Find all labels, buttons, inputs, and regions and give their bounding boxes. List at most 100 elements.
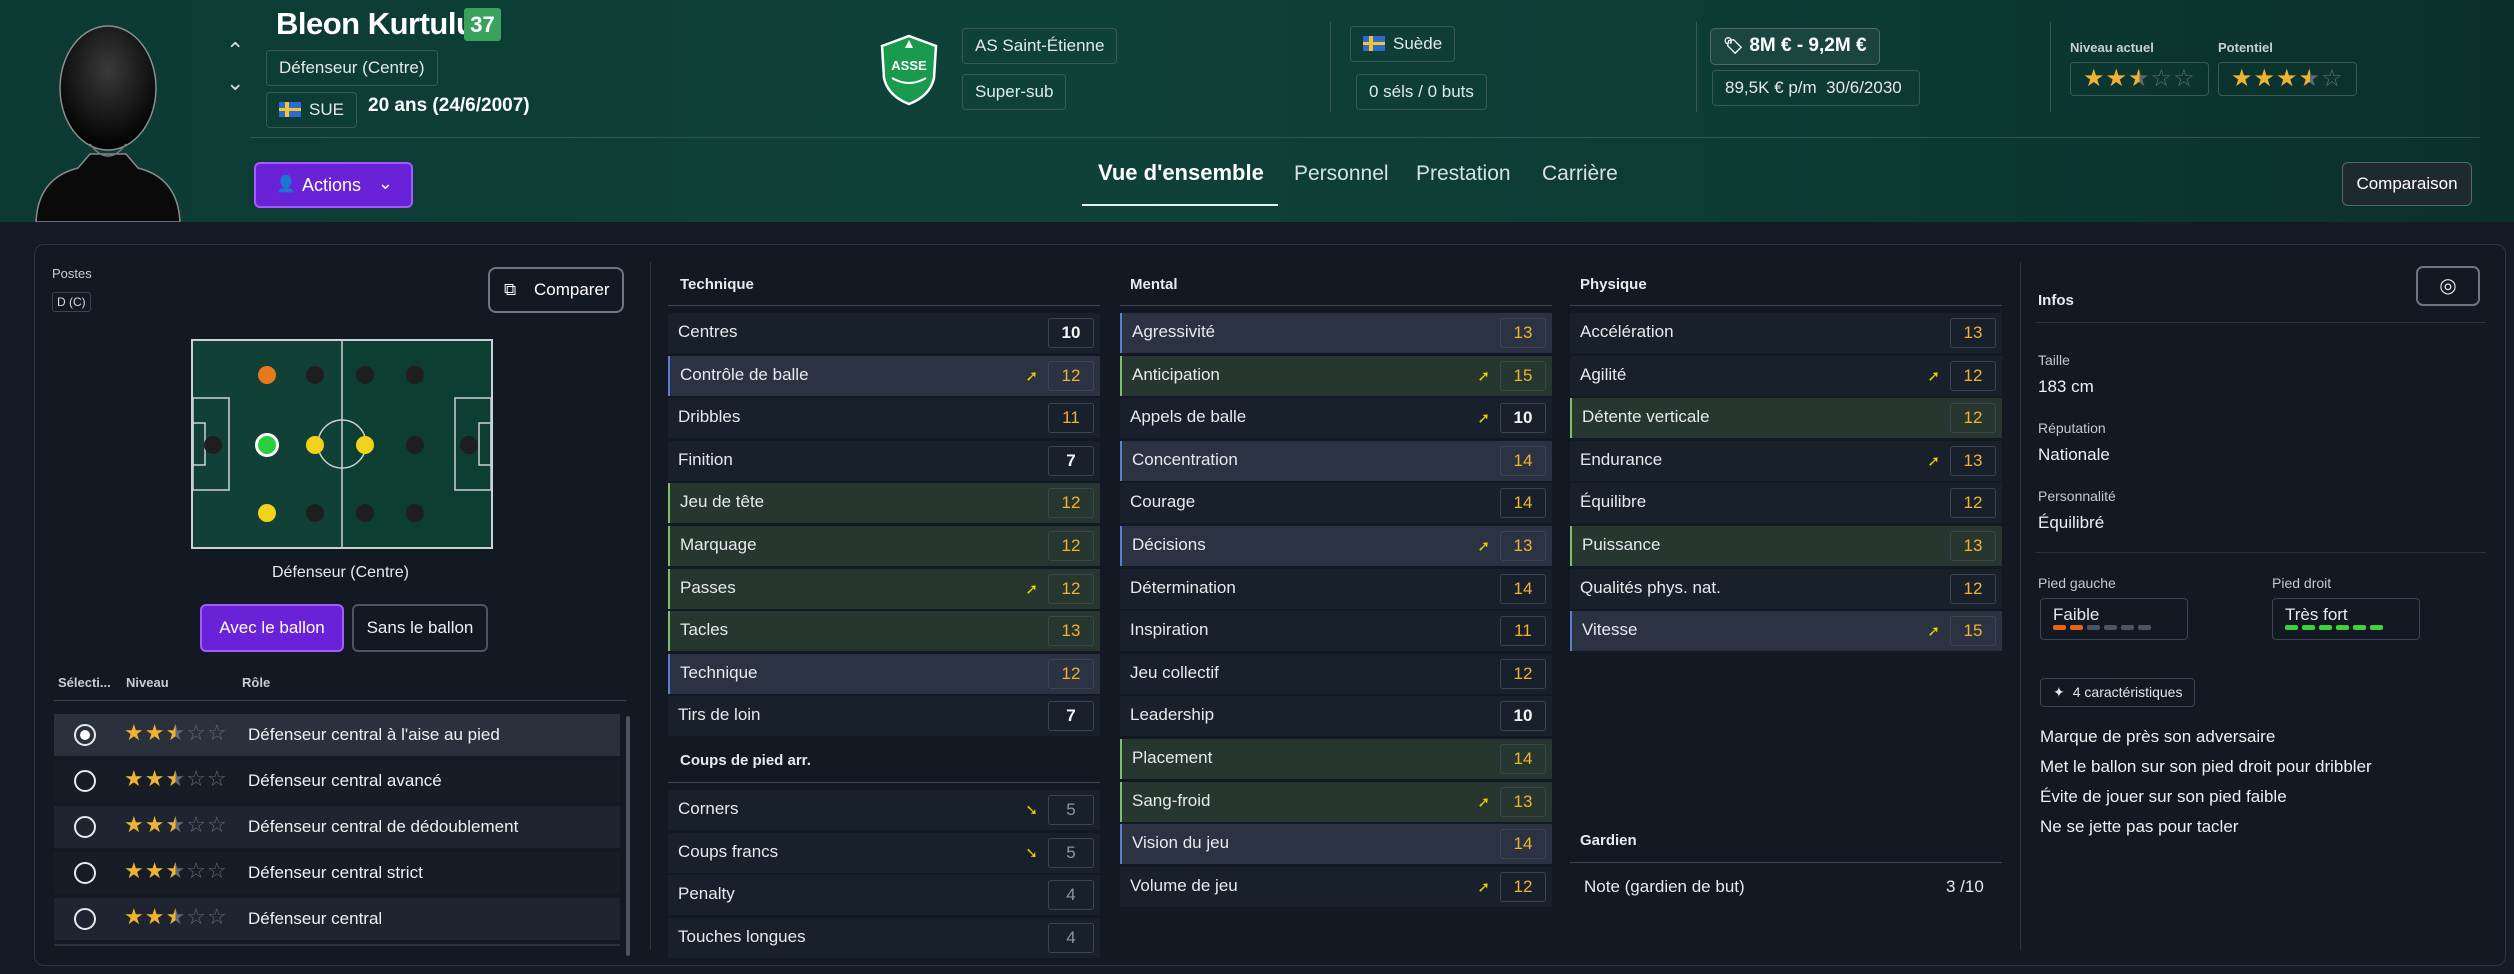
with-ball-toggle[interactable]: Avec le ballon <box>200 604 344 652</box>
position-marker[interactable] <box>258 366 276 384</box>
attribute-row[interactable]: Appels de balle 10 ➚ <box>1120 398 1552 439</box>
section-line <box>668 782 1100 783</box>
header-divider <box>1696 22 1697 112</box>
attribute-row[interactable]: Inspiration 11 <box>1120 611 1552 652</box>
role-name: Défenseur central avancé <box>248 771 442 790</box>
role-radio[interactable] <box>74 724 96 746</box>
club-crest-icon[interactable]: ASSE <box>878 34 940 106</box>
current-position-marker[interactable] <box>255 433 279 457</box>
foot-meter-segment <box>2070 625 2083 630</box>
level-column-header[interactable]: Niveau <box>126 675 169 690</box>
role-row[interactable]: ★★★☆☆ Défenseur central <box>54 898 620 940</box>
actions-button[interactable]: 👤 Actions ⌄ <box>254 162 413 208</box>
star-full-icon: ★ <box>144 812 166 837</box>
position-marker[interactable] <box>460 436 478 454</box>
tab-career[interactable]: Carrière <box>1542 162 1618 185</box>
role-radio[interactable] <box>74 908 96 930</box>
position-marker[interactable] <box>204 436 222 454</box>
person-icon: 👤 <box>276 176 296 193</box>
foot-meter-segment <box>2285 625 2298 630</box>
attribute-row[interactable]: Leadership 10 <box>1120 696 1552 737</box>
transfer-value: 🏷 8M € - 9,2M € <box>1710 28 1880 65</box>
attribute-row[interactable]: Jeu de tête 12 <box>668 483 1100 524</box>
position-marker[interactable] <box>356 366 374 384</box>
attribute-row[interactable]: Dribbles 11 <box>668 398 1100 439</box>
attribute-row[interactable]: Technique 12 <box>668 653 1100 694</box>
role-radio[interactable] <box>74 816 96 838</box>
attribute-row[interactable]: Volume de jeu 12 ➚ <box>1120 866 1552 907</box>
attribute-row[interactable]: Sang-froid 13 ➚ <box>1120 781 1552 822</box>
attribute-row[interactable]: Centres 10 <box>668 313 1100 353</box>
sweden-flag-icon <box>1363 36 1385 51</box>
attribute-row[interactable]: Équilibre 12 <box>1570 483 2002 524</box>
trend-up-icon: ➚ <box>1927 623 1940 641</box>
attribute-row[interactable]: Agilité 12 ➚ <box>1570 355 2002 396</box>
attribute-row[interactable]: Puissance 13 <box>1570 526 2002 566</box>
compare-button[interactable]: ⧉ Comparer <box>488 267 624 313</box>
tab-overview[interactable]: Vue d'ensemble <box>1098 160 1264 185</box>
roles-scrollbar[interactable] <box>626 716 630 956</box>
attribute-row[interactable]: Placement 14 <box>1120 739 1552 779</box>
position-marker[interactable] <box>258 504 276 522</box>
physique-title: Physique <box>1580 276 1647 293</box>
select-column-header[interactable]: Sélecti... <box>58 675 111 690</box>
role-name: Défenseur central de dédoublement <box>248 817 519 836</box>
position-marker[interactable] <box>406 504 424 522</box>
goalkeeper-rating-label: Note (gardien de but) <box>1584 877 1745 896</box>
attribute-row[interactable]: Détermination 14 <box>1120 568 1552 609</box>
attribute-row[interactable]: Endurance 13 ➚ <box>1570 440 2002 481</box>
attribute-row[interactable]: Contrôle de balle 12 ➚ <box>668 355 1100 396</box>
attribute-row[interactable]: Passes 12 ➚ <box>668 568 1100 609</box>
attribute-row[interactable]: Courage 14 <box>1120 483 1552 524</box>
attribute-name: Touches longues <box>678 926 806 946</box>
role-column-header[interactable]: Rôle <box>242 675 271 690</box>
nation-pill[interactable]: SUE <box>266 92 357 128</box>
chevron-down-icon[interactable]: ⌄ <box>226 70 245 95</box>
player-info-button[interactable]: ◎ <box>2416 266 2480 306</box>
attribute-row[interactable]: Coups francs 5 ➘ <box>668 832 1100 873</box>
club-name[interactable]: AS Saint-Étienne <box>962 28 1118 64</box>
attribute-row[interactable]: Corners 5 ➘ <box>668 790 1100 830</box>
attribute-row[interactable]: Qualités phys. nat. 12 <box>1570 568 2002 609</box>
attribute-row[interactable]: Détente verticale 12 <box>1570 398 2002 439</box>
role-row[interactable]: ★★★☆☆ Défenseur central avancé <box>54 760 620 802</box>
attribute-value: 13 <box>1048 616 1094 647</box>
comparison-button[interactable]: Comparaison <box>2342 162 2472 206</box>
without-ball-toggle[interactable]: Sans le ballon <box>352 604 488 652</box>
attribute-row[interactable]: Vitesse 15 ➚ <box>1570 611 2002 652</box>
attribute-row[interactable]: Accélération 13 <box>1570 313 2002 353</box>
attribute-row[interactable]: Tacles 13 <box>668 611 1100 652</box>
national-team[interactable]: Suède <box>1350 26 1456 62</box>
position-marker[interactable] <box>306 366 324 384</box>
star-full-icon: ★ <box>144 766 166 791</box>
attribute-row[interactable]: Touches longues 4 <box>668 917 1100 958</box>
attribute-row[interactable]: Penalty 4 <box>668 875 1100 916</box>
attribute-row[interactable]: Tirs de loin 7 <box>668 696 1100 737</box>
position-marker[interactable] <box>356 504 374 522</box>
attribute-row[interactable]: Décisions 13 ➚ <box>1120 526 1552 566</box>
position-marker[interactable] <box>306 436 324 454</box>
attribute-row[interactable]: Agressivité 13 <box>1120 313 1552 353</box>
role-row[interactable]: ★★★☆☆ Défenseur central de dédoublement <box>54 806 620 848</box>
attribute-row[interactable]: Vision du jeu 14 <box>1120 824 1552 865</box>
role-radio[interactable] <box>74 770 96 792</box>
header-divider-line <box>250 137 2480 138</box>
position-marker[interactable] <box>406 436 424 454</box>
section-line <box>668 305 1100 306</box>
attribute-row[interactable]: Anticipation 15 ➚ <box>1120 355 1552 396</box>
attribute-row[interactable]: Jeu collectif 12 <box>1120 653 1552 694</box>
traits-badge[interactable]: ✦ 4 caractéristiques <box>2040 678 2196 707</box>
attribute-value: 10 <box>1500 701 1546 732</box>
attribute-row[interactable]: Concentration 14 <box>1120 440 1552 481</box>
role-row[interactable]: ★★★☆☆ Défenseur central à l'aise au pied <box>54 714 620 756</box>
tab-personal[interactable]: Personnel <box>1294 162 1389 185</box>
attribute-row[interactable]: Marquage 12 <box>668 526 1100 566</box>
position-marker[interactable] <box>356 436 374 454</box>
chevron-up-icon[interactable]: ⌃ <box>226 38 245 63</box>
tab-performance[interactable]: Prestation <box>1416 162 1511 185</box>
role-row[interactable]: ★★★☆☆ Défenseur central strict <box>54 852 620 894</box>
attribute-row[interactable]: Finition 7 <box>668 440 1100 481</box>
position-marker[interactable] <box>306 504 324 522</box>
position-marker[interactable] <box>406 366 424 384</box>
role-radio[interactable] <box>74 862 96 884</box>
